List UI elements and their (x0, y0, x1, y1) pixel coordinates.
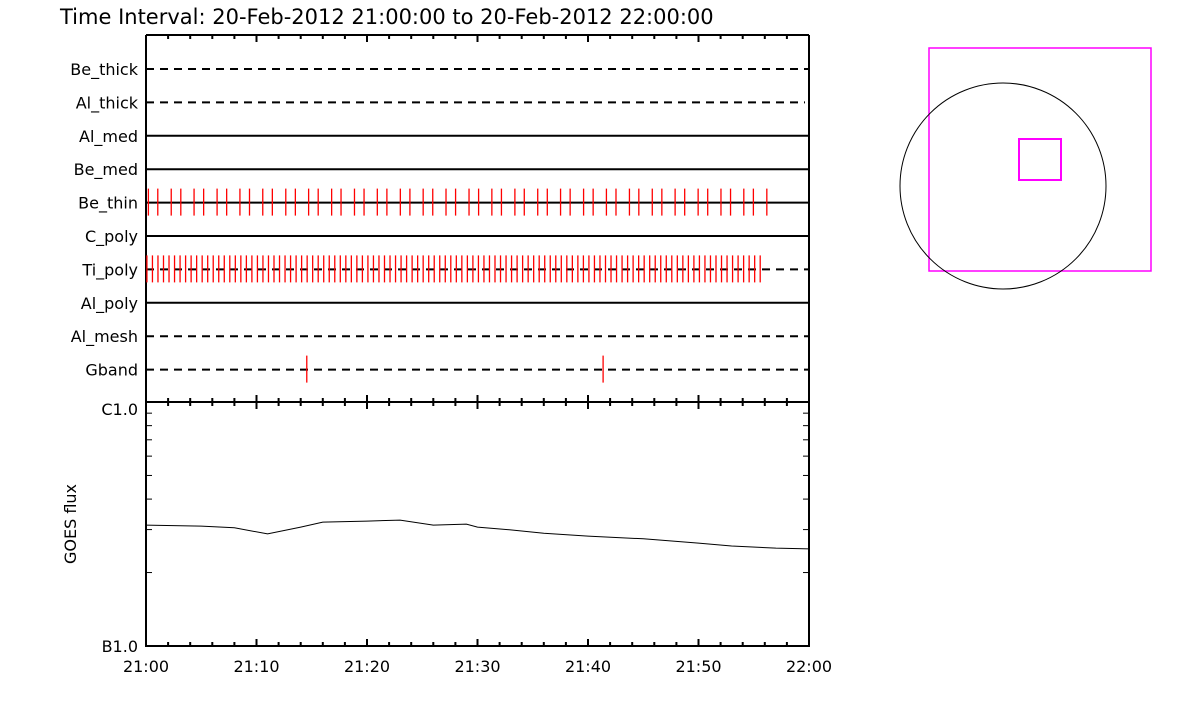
xtick-label: 21:30 (454, 657, 500, 676)
fov-inner-box (1019, 139, 1061, 180)
filter-label-al_poly: Al_poly (81, 294, 138, 314)
filter-label-c_poly: C_poly (85, 227, 138, 247)
ytick-label-top: C1.0 (101, 400, 138, 419)
xtick-label: 22:00 (786, 657, 832, 676)
goes-frame (146, 402, 809, 646)
filter-label-gband: Gband (85, 361, 138, 380)
filter-label-al_thick: Al_thick (76, 93, 139, 113)
filter-timeline-panel: Be_thick Al_thick Al_med Be_med Be_thin C_pol… (70, 35, 809, 402)
xtick-label: 21:00 (123, 657, 169, 676)
solar-disk-circle (900, 83, 1106, 289)
xtick-label: 21:10 (233, 657, 279, 676)
filter-label-be_med: Be_med (74, 160, 138, 180)
plot-title: Time Interval: 20-Feb-2012 21:00:00 to 2… (59, 5, 714, 29)
xtick-label: 21:40 (565, 657, 611, 676)
field-of-view-panel (900, 48, 1151, 289)
xtick-label: 21:20 (344, 657, 390, 676)
xtick-label: 21:50 (675, 657, 721, 676)
filter-label-ti_poly: Ti_poly (81, 260, 138, 280)
filter-label-al_mesh: Al_mesh (71, 327, 138, 347)
filter-label-al_med: Al_med (79, 127, 138, 147)
goes-flux-line (146, 520, 809, 549)
goes-ylabel: GOES flux (61, 484, 80, 564)
fov-outer-box (929, 48, 1151, 271)
filter-label-be_thin: Be_thin (78, 194, 138, 214)
ytick-label-bottom: B1.0 (102, 637, 138, 656)
goes-flux-panel: GOES flux C1.0 B1.0 21:00 21:10 21:20 21:30… (61, 395, 832, 676)
filter-label-be_thick: Be_thick (70, 60, 138, 80)
